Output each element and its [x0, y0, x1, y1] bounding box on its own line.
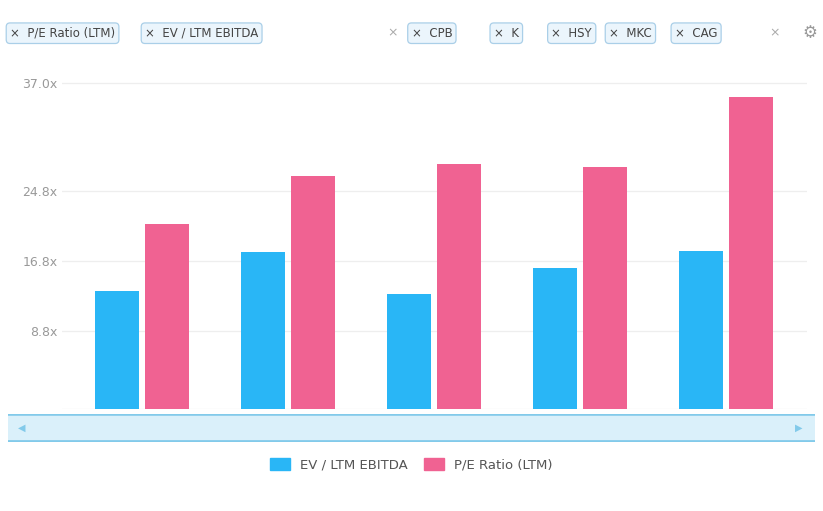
Text: ×  CPB: × CPB: [412, 27, 453, 40]
Text: ◀: ◀: [18, 423, 26, 433]
Text: ×: ×: [770, 27, 780, 40]
Text: ×  EV / LTM EBITDA: × EV / LTM EBITDA: [145, 27, 258, 40]
Text: ×  CAG: × CAG: [675, 27, 718, 40]
Bar: [533, 268, 577, 409]
Text: ×  MKC: × MKC: [609, 27, 652, 40]
Bar: [388, 293, 431, 409]
Text: ×: ×: [387, 27, 398, 40]
FancyBboxPatch shape: [0, 415, 823, 441]
Bar: [680, 251, 723, 409]
Bar: [729, 97, 773, 409]
Text: ×  K: × K: [494, 27, 518, 40]
Bar: [145, 224, 188, 409]
Text: ▶: ▶: [795, 423, 802, 433]
Legend: EV / LTM EBITDA, P/E Ratio (LTM): EV / LTM EBITDA, P/E Ratio (LTM): [265, 453, 558, 477]
Bar: [291, 176, 335, 409]
Bar: [437, 164, 481, 409]
Text: ×  HSY: × HSY: [551, 27, 592, 40]
Text: ×  P/E Ratio (LTM): × P/E Ratio (LTM): [10, 27, 115, 40]
Bar: [241, 252, 286, 409]
Text: ⚙: ⚙: [802, 24, 817, 42]
Bar: [584, 167, 627, 409]
Bar: [95, 291, 139, 409]
